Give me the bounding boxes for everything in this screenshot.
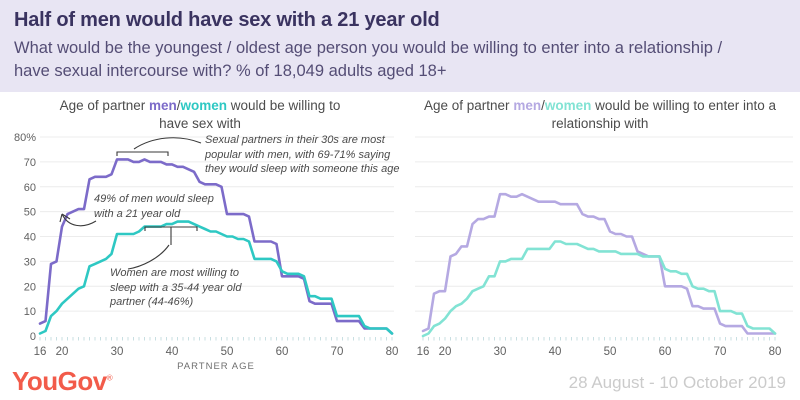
title-prefix: Age of partner xyxy=(59,98,149,113)
annotation-men-21: 49% of men would sleep with a 21 year ol… xyxy=(94,193,214,220)
svg-text:70: 70 xyxy=(714,346,727,358)
annotation-thirties: Sexual partners in their 30s are most po… xyxy=(205,134,400,176)
page-subtitle: What would be the youngest / oldest age … xyxy=(14,39,723,80)
svg-text:16: 16 xyxy=(417,346,430,358)
date-range: 28 August - 10 October 2019 xyxy=(568,373,786,392)
svg-text:20: 20 xyxy=(24,281,36,293)
svg-text:80: 80 xyxy=(769,346,782,358)
svg-text:20: 20 xyxy=(439,346,452,358)
registered-mark: ® xyxy=(106,373,113,383)
header: Half of men would have sex with a 21 yea… xyxy=(0,0,800,92)
svg-text:70: 70 xyxy=(331,346,344,358)
sex-line-chart: 16 20 30 40 50 60 70 80 80% 70 60 50 40 30 20 10 0 PARTNE… xyxy=(14,132,399,372)
women-series-label: women xyxy=(180,98,228,113)
svg-text:16: 16 xyxy=(34,346,47,358)
relationship-chart-panel: Age of partner men/women would be willin… xyxy=(400,93,800,380)
svg-text:50: 50 xyxy=(24,207,36,219)
men-series-label: men xyxy=(513,98,542,113)
svg-text:60: 60 xyxy=(24,182,36,194)
svg-text:30: 30 xyxy=(111,346,124,358)
women-series-label: women xyxy=(544,98,592,113)
svg-text:30: 30 xyxy=(24,256,36,268)
title-prefix: Age of partner xyxy=(424,98,514,113)
svg-text:60: 60 xyxy=(276,346,289,358)
svg-text:80%: 80% xyxy=(14,132,36,144)
title-suffix: would be willing to enter into a relatio… xyxy=(551,98,776,132)
annotation-women-35-44: Women are most willing to sleep with a 3… xyxy=(110,267,242,309)
svg-text:30: 30 xyxy=(494,346,507,358)
svg-text:50: 50 xyxy=(604,346,617,358)
page-title: Half of men would have sex with a 21 yea… xyxy=(14,9,440,31)
men-series-label: men xyxy=(148,98,177,113)
svg-text:50: 50 xyxy=(221,346,234,358)
svg-text:80: 80 xyxy=(386,346,399,358)
sex-chart-title: Age of partner men/women would be willin… xyxy=(47,97,353,133)
svg-text:PARTNER AGE: PARTNER AGE xyxy=(177,361,255,372)
svg-text:60: 60 xyxy=(659,346,672,358)
relationship-chart-title: Age of partner men/women would be willin… xyxy=(416,97,784,133)
svg-text:20: 20 xyxy=(56,346,69,358)
svg-text:40: 40 xyxy=(166,346,179,358)
title-slash: / xyxy=(541,98,545,113)
yougov-logo: YouGov® xyxy=(12,366,113,396)
relationship-line-chart: 16 20 30 40 50 60 70 80 xyxy=(415,136,793,358)
title-suffix: would be willing to have sex with xyxy=(159,98,341,132)
svg-text:10: 10 xyxy=(24,306,36,318)
svg-text:40: 40 xyxy=(549,346,562,358)
svg-text:70: 70 xyxy=(24,157,36,169)
svg-text:0: 0 xyxy=(30,331,36,343)
svg-text:40: 40 xyxy=(24,232,36,244)
title-slash: / xyxy=(176,98,181,113)
sex-chart-panel: Age of partner men/women would be willin… xyxy=(0,93,400,380)
